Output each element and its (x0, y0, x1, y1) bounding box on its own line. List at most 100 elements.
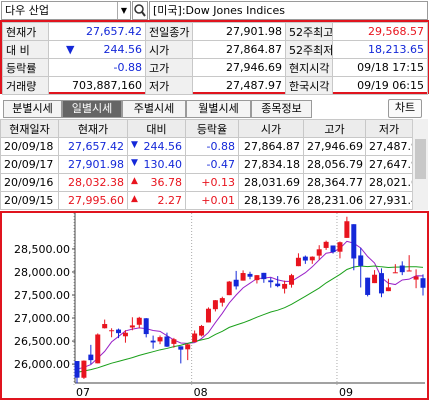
label: 전일종가 (145, 22, 193, 41)
candle-body (365, 277, 371, 295)
candle-body (233, 279, 239, 287)
candle-body (330, 245, 336, 253)
tab[interactable]: 일별시세 (62, 100, 122, 118)
tab[interactable]: 종목정보 (251, 100, 312, 118)
y-tick-label: 26,500.00 (14, 335, 70, 348)
candle-body (81, 360, 87, 378)
change: ▼ 130.40 (127, 155, 186, 174)
date: 20/09/16 (0, 173, 59, 192)
arrow: ▼ (131, 158, 138, 168)
price: 27,901.98 (58, 155, 128, 174)
price: 28,231.06 (303, 191, 366, 210)
table-header: 현재일자 현재가 대비 등락율 시가 고가 저가 (0, 119, 413, 138)
candle-body (143, 318, 149, 335)
value: 09/18 17:15 (332, 58, 428, 77)
candle-body (268, 280, 274, 283)
index-select[interactable]: 다우 산업 ▼ (1, 1, 131, 20)
candle-body (309, 256, 315, 261)
value: 29,568.57 (332, 22, 428, 41)
label: 52주최저 (285, 40, 333, 59)
column-header: 현재일자 (0, 119, 59, 138)
y-tick-label: 27,500.00 (14, 289, 70, 302)
change: ▲ 2.27 (127, 191, 186, 210)
column-header: 시가 (238, 119, 304, 138)
candle-body (289, 275, 295, 285)
candle-body (88, 354, 94, 361)
candle-body (413, 276, 419, 280)
candle-body (351, 224, 357, 259)
candle-body (171, 339, 177, 344)
value: -0.88 (48, 58, 146, 77)
candle-body (205, 308, 211, 323)
moving-average (76, 265, 424, 373)
value: ▼ 244.56 (48, 40, 146, 59)
price: 28,056.79 (303, 155, 366, 174)
search-button[interactable] (132, 1, 148, 20)
column-header: 저가 (365, 119, 413, 138)
candle-body (372, 274, 378, 284)
tab[interactable]: 분별시세 (3, 100, 62, 118)
candle-body (358, 255, 364, 266)
chart-button[interactable]: 차트 (388, 99, 422, 118)
change-value: 36.78 (150, 176, 183, 189)
candle-body (122, 332, 128, 337)
label: 시가 (145, 40, 193, 59)
column-header: 현재가 (58, 119, 128, 138)
daily-table: 현재일자 현재가 대비 등락율 시가 고가 저가 20/09/18 27,657.42 ▼ 244… (0, 119, 413, 210)
candle-body (164, 336, 170, 347)
change-value: 2.27 (157, 194, 183, 207)
table-row: 20/09/15 27,995.60 ▲ 2.27 +0.01 28,139.76 28,2… (0, 191, 413, 210)
candle-body (157, 337, 163, 342)
change-value: 130.40 (143, 158, 183, 171)
label: 한국시각 (285, 76, 333, 95)
candle-body (178, 346, 184, 350)
y-tick-label: 28,500.00 (14, 243, 70, 256)
candle-body (212, 300, 218, 310)
scroll-thumb[interactable] (415, 139, 426, 179)
summary-table: 현재가 27,657.42 전일종가 27,901.98 52주최고 29,568.57 … (2, 22, 428, 95)
price: 27,487.97 (365, 137, 413, 156)
candle-body (116, 329, 122, 334)
column-header: 대비 (127, 119, 186, 138)
y-tick-label: 28,000.00 (14, 266, 70, 279)
label: 52주최고 (285, 22, 333, 41)
dropdown-arrow[interactable]: ▼ (117, 2, 130, 19)
candle-body (247, 273, 253, 277)
label: 저가 (145, 76, 193, 95)
candle-body (240, 273, 246, 281)
candle-body (254, 275, 260, 281)
price: 27,657.42 (58, 137, 128, 156)
index-name: 다우 산업 (5, 4, 49, 17)
price: 27,995.60 (58, 191, 128, 210)
x-tick-label: 07 (76, 386, 90, 398)
label: 고가 (145, 58, 193, 77)
x-tick-label: 09 (339, 386, 353, 398)
candle-body (399, 265, 405, 273)
candle-body (378, 273, 384, 294)
candle-body (74, 361, 80, 378)
price: 28,032.38 (58, 173, 128, 192)
moving-average (76, 240, 424, 370)
y-tick-label: 26,000.00 (14, 358, 70, 371)
price: 27,864.87 (238, 137, 304, 156)
scrollbar[interactable] (412, 119, 428, 210)
label: 거래량 (2, 76, 49, 95)
candle-body (316, 249, 322, 256)
label: 현재가 (2, 22, 49, 41)
tab[interactable]: 주별시세 (122, 100, 186, 118)
arrow: ▲ (131, 176, 138, 186)
x-tick-label: 08 (194, 386, 208, 398)
change: 244.56 (103, 43, 143, 56)
change-value: 244.56 (143, 140, 183, 153)
tab[interactable]: 월별시세 (186, 100, 251, 118)
table-row: 20/09/17 27,901.98 ▼ 130.40 -0.47 27,834.18 28… (0, 155, 413, 174)
search-icon (134, 4, 146, 17)
candle-body (275, 283, 281, 287)
label: 등락률 (2, 58, 49, 77)
summary-box: 현재가 27,657.42 전일종가 27,901.98 52주최고 29,568.57 … (0, 20, 429, 95)
candle-body (129, 325, 135, 328)
date: 20/09/15 (0, 191, 59, 210)
candle-body (219, 298, 225, 303)
change: ▲ 36.78 (127, 173, 186, 192)
